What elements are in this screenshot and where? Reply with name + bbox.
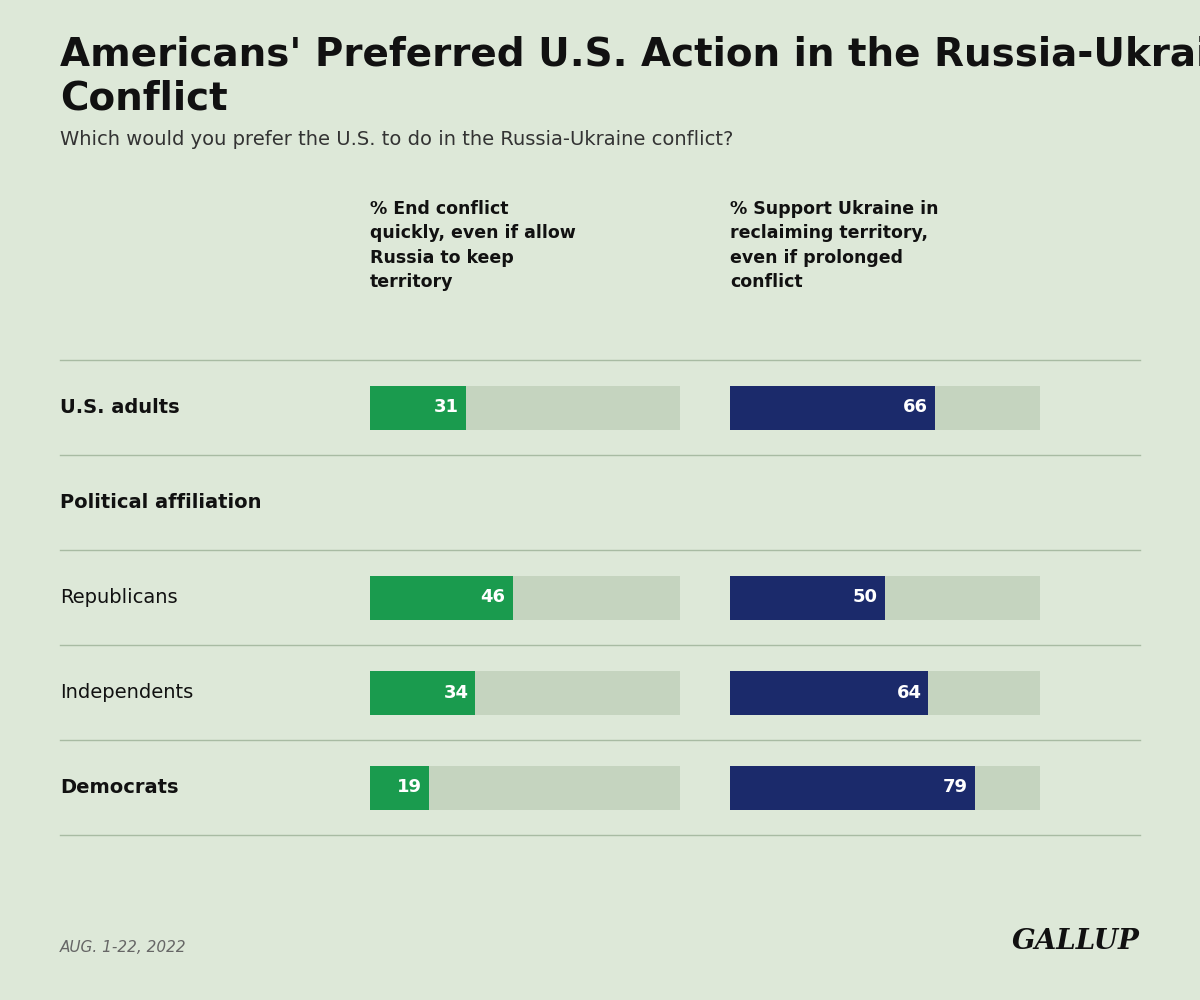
Bar	[370, 766, 428, 810]
Bar	[370, 576, 680, 619]
Text: 46: 46	[480, 588, 505, 606]
Text: 31: 31	[434, 398, 460, 416]
Text: 66: 66	[902, 398, 928, 416]
Text: Americans' Preferred U.S. Action in the Russia-Ukraine: Americans' Preferred U.S. Action in the …	[60, 35, 1200, 73]
Text: Democrats: Democrats	[60, 778, 179, 797]
Text: % Support Ukraine in
reclaiming territory,
even if prolonged
conflict: % Support Ukraine in reclaiming territor…	[730, 200, 938, 291]
Bar	[730, 670, 1040, 714]
Bar	[730, 576, 1040, 619]
Bar	[730, 385, 1040, 430]
Text: AUG. 1-22, 2022: AUG. 1-22, 2022	[60, 940, 187, 955]
Text: 19: 19	[397, 778, 422, 796]
Bar	[730, 576, 886, 619]
Text: GALLUP: GALLUP	[1012, 928, 1140, 955]
Bar	[730, 385, 935, 430]
Bar	[370, 670, 475, 714]
Text: Republicans: Republicans	[60, 588, 178, 607]
Text: 79: 79	[943, 778, 968, 796]
Bar	[370, 576, 512, 619]
Bar	[730, 670, 929, 714]
Text: Conflict: Conflict	[60, 80, 228, 118]
Bar	[370, 385, 466, 430]
Text: 34: 34	[444, 684, 468, 702]
Text: U.S. adults: U.S. adults	[60, 398, 180, 417]
Text: 50: 50	[853, 588, 878, 606]
Bar	[730, 766, 1040, 810]
Text: % End conflict
quickly, even if allow
Russia to keep
territory: % End conflict quickly, even if allow Ru…	[370, 200, 576, 291]
Text: Independents: Independents	[60, 683, 193, 702]
Text: Which would you prefer the U.S. to do in the Russia-Ukraine conflict?: Which would you prefer the U.S. to do in…	[60, 130, 733, 149]
Bar	[370, 385, 680, 430]
Bar	[370, 670, 680, 714]
Bar	[370, 766, 680, 810]
Bar	[730, 766, 974, 810]
Text: Political affiliation: Political affiliation	[60, 493, 262, 512]
Text: 64: 64	[896, 684, 922, 702]
